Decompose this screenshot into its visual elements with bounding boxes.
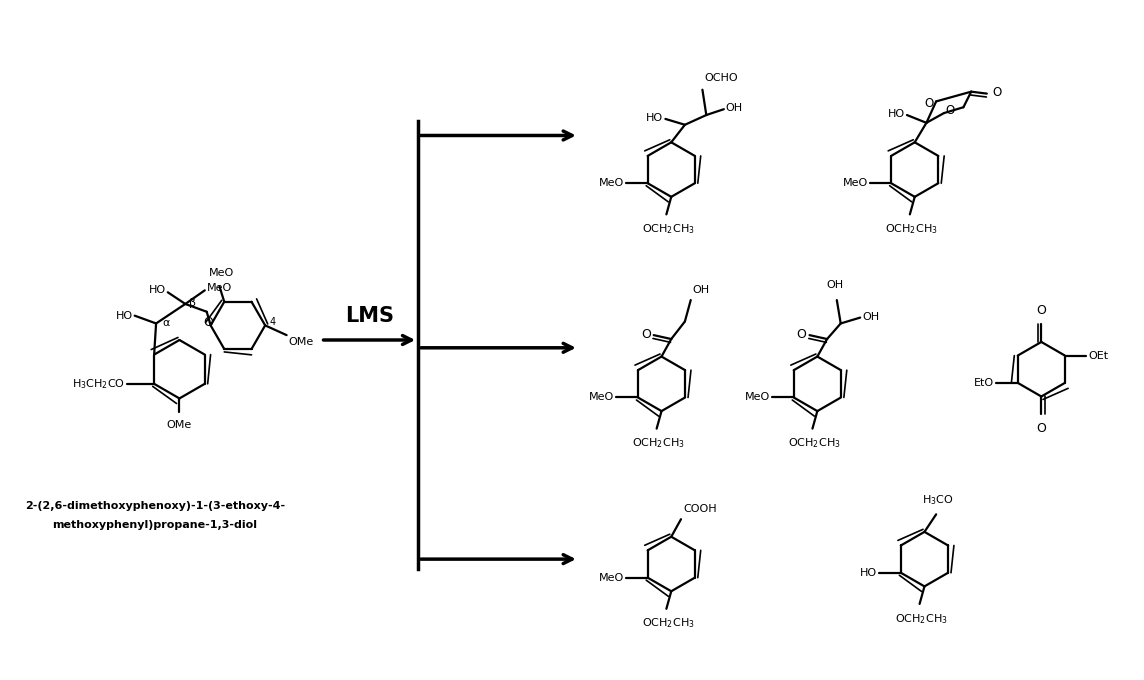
Text: HO: HO xyxy=(116,311,133,321)
Text: OCH$_2$CH$_3$: OCH$_2$CH$_3$ xyxy=(642,222,694,236)
Text: 2-(2,6-dimethoxyphenoxy)-1-(3-ethoxy-4-: 2-(2,6-dimethoxyphenoxy)-1-(3-ethoxy-4- xyxy=(25,500,285,511)
Text: O: O xyxy=(945,103,954,117)
Text: OCHO: OCHO xyxy=(705,73,738,83)
Text: β: β xyxy=(189,298,197,308)
Text: HO: HO xyxy=(888,109,905,119)
Text: OCH$_2$CH$_3$: OCH$_2$CH$_3$ xyxy=(642,617,694,630)
Text: OMe: OMe xyxy=(167,420,192,430)
Text: O: O xyxy=(1036,304,1047,317)
Text: OCH$_2$CH$_3$: OCH$_2$CH$_3$ xyxy=(633,437,685,450)
Text: MeO: MeO xyxy=(599,573,625,583)
Text: LMS: LMS xyxy=(344,307,394,326)
Text: MeO: MeO xyxy=(589,392,614,403)
Text: OH: OH xyxy=(863,311,880,322)
Text: OCH$_2$CH$_3$: OCH$_2$CH$_3$ xyxy=(895,612,948,626)
Text: MeO: MeO xyxy=(745,392,770,403)
Text: OCH$_2$CH$_3$: OCH$_2$CH$_3$ xyxy=(885,222,938,236)
Text: O: O xyxy=(796,328,807,341)
Text: O: O xyxy=(924,97,934,110)
Text: OH: OH xyxy=(725,103,742,113)
Text: OH: OH xyxy=(692,286,709,295)
Text: O: O xyxy=(202,316,213,328)
Text: H$_3$CO: H$_3$CO xyxy=(922,493,954,507)
Text: HO: HO xyxy=(646,113,664,123)
Text: H$_3$CH$_2$CO: H$_3$CH$_2$CO xyxy=(72,377,125,391)
Text: O: O xyxy=(641,328,651,341)
Text: α: α xyxy=(162,318,169,328)
Text: MeO: MeO xyxy=(599,178,625,188)
Text: OCH$_2$CH$_3$: OCH$_2$CH$_3$ xyxy=(788,437,841,450)
Text: O: O xyxy=(1036,422,1047,435)
Text: HO: HO xyxy=(860,568,877,578)
Text: OMe: OMe xyxy=(288,337,313,347)
Text: methoxyphenyl)propane-1,3-diol: methoxyphenyl)propane-1,3-diol xyxy=(53,520,257,530)
Text: HO: HO xyxy=(149,286,166,295)
Text: COOH: COOH xyxy=(683,505,716,515)
Text: MeO: MeO xyxy=(842,178,868,188)
Text: 4: 4 xyxy=(270,318,276,328)
Text: MeO: MeO xyxy=(207,284,232,293)
Text: O: O xyxy=(993,86,1002,99)
Text: EtO: EtO xyxy=(975,378,994,388)
Text: OH: OH xyxy=(826,280,843,290)
Text: MeO: MeO xyxy=(208,269,235,278)
Text: OEt: OEt xyxy=(1088,351,1109,360)
